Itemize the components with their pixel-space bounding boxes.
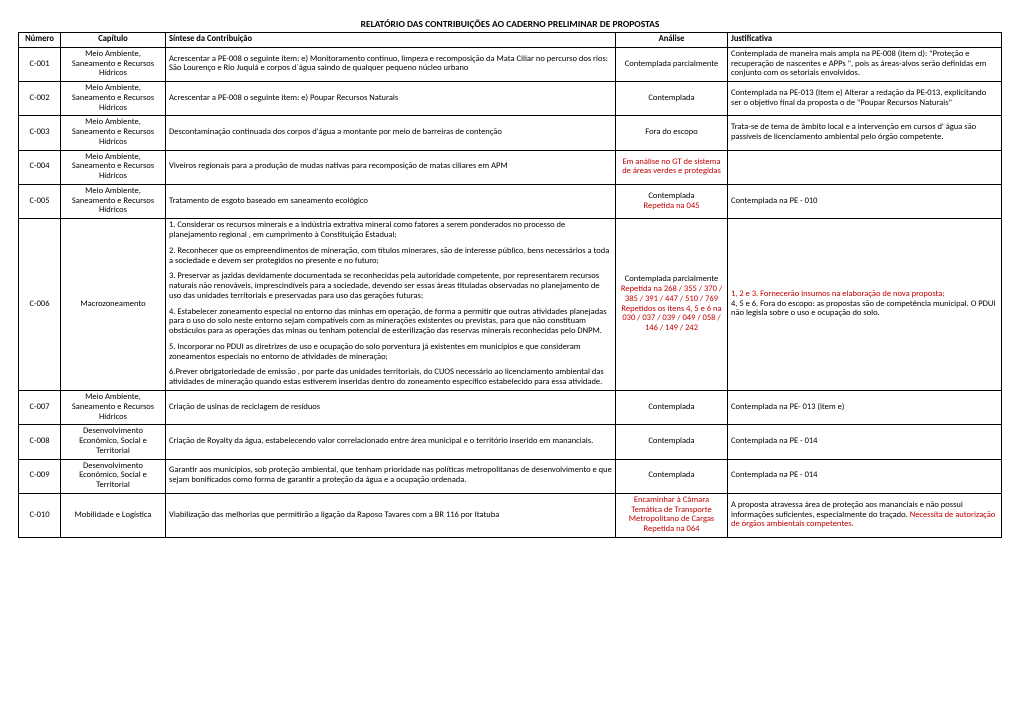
- cell-numero: C-004: [19, 150, 61, 184]
- table-row: C-007Meio Ambiente, Saneamento e Recurso…: [19, 390, 1002, 424]
- cell-numero: C-008: [19, 425, 61, 459]
- cell-analise: Fora do escopo: [616, 116, 728, 150]
- cell-analise: Em análise no GT de sistema de áreas ver…: [616, 150, 728, 184]
- cell-justificativa: Contemplada na PE - 014: [728, 425, 1002, 459]
- table-row: C-009Desenvolvimento Econômico, Social e…: [19, 459, 1002, 493]
- cell-capitulo: Meio Ambiente, Saneamento e Recursos Híd…: [61, 390, 166, 424]
- cell-analise: ContempladaRepetida na 045: [616, 184, 728, 218]
- cell-justificativa: Contemplada de maneira mais ampla na PE-…: [728, 47, 1002, 81]
- cell-justificativa: Contemplada na PE - 014: [728, 459, 1002, 493]
- cell-numero: C-001: [19, 47, 61, 81]
- cell-sintese: Viabilização das melhorias que permitirã…: [166, 493, 616, 537]
- cell-sintese: Garantir aos municípios, sob proteção am…: [166, 459, 616, 493]
- cell-capitulo: Meio Ambiente, Saneamento e Recursos Híd…: [61, 82, 166, 116]
- cell-sintese: Descontaminação continuada dos corpos d'…: [166, 116, 616, 150]
- col-header-analise: Análise: [616, 33, 728, 48]
- table-row: C-003Meio Ambiente, Saneamento e Recurso…: [19, 116, 1002, 150]
- cell-analise: Contemplada: [616, 82, 728, 116]
- cell-numero: C-009: [19, 459, 61, 493]
- cell-numero: C-006: [19, 219, 61, 391]
- cell-sintese: Tratamento de esgoto baseado em saneamen…: [166, 184, 616, 218]
- cell-capitulo: Desenvolvimento Econômico, Social e Terr…: [61, 425, 166, 459]
- col-header-numero: Número: [19, 33, 61, 48]
- cell-analise: Contemplada parcialmenteRepetida na 268 …: [616, 219, 728, 391]
- cell-capitulo: Meio Ambiente, Saneamento e Recursos Híd…: [61, 184, 166, 218]
- table-row: C-005Meio Ambiente, Saneamento e Recurso…: [19, 184, 1002, 218]
- cell-capitulo: Meio Ambiente, Saneamento e Recursos Híd…: [61, 116, 166, 150]
- cell-justificativa: Contemplada na PE - 010: [728, 184, 1002, 218]
- cell-justificativa: 1, 2 e 3. Fornecerão insumos na elaboraç…: [728, 219, 1002, 391]
- cell-analise: Contemplada: [616, 425, 728, 459]
- cell-sintese: Viveiros regionais para a produção de mu…: [166, 150, 616, 184]
- table-row: C-004Meio Ambiente, Saneamento e Recurso…: [19, 150, 1002, 184]
- cell-capitulo: Mobilidade e Logística: [61, 493, 166, 537]
- table-row: C-006Macrozoneamento1. Considerar os rec…: [19, 219, 1002, 391]
- table-row: C-002Meio Ambiente, Saneamento e Recurso…: [19, 82, 1002, 116]
- table-row: C-001Meio Ambiente, Saneamento e Recurso…: [19, 47, 1002, 81]
- cell-sintese: Criação de Royalty da água, estabelecend…: [166, 425, 616, 459]
- cell-numero: C-007: [19, 390, 61, 424]
- table-header-row: Número Capítulo Síntese da Contribuição …: [19, 33, 1002, 48]
- cell-analise: Encaminhar à Câmara Temática de Transpor…: [616, 493, 728, 537]
- cell-justificativa: Contemplada na PE- 013 (item e): [728, 390, 1002, 424]
- cell-analise: Contemplada: [616, 390, 728, 424]
- cell-numero: C-005: [19, 184, 61, 218]
- contributions-table: Número Capítulo Síntese da Contribuição …: [18, 32, 1002, 538]
- cell-analise: Contemplada parcialmente: [616, 47, 728, 81]
- cell-sintese: Acrescentar a PE-008 o seguinte item: e)…: [166, 82, 616, 116]
- cell-capitulo: Macrozoneamento: [61, 219, 166, 391]
- cell-analise: Contemplada: [616, 459, 728, 493]
- cell-numero: C-010: [19, 493, 61, 537]
- cell-sintese: Acrescentar a PE-008 o seguinte item: e)…: [166, 47, 616, 81]
- cell-sintese: 1. Considerar os recursos minerais e a i…: [166, 219, 616, 391]
- cell-capitulo: Meio Ambiente, Saneamento e Recursos Híd…: [61, 47, 166, 81]
- cell-numero: C-003: [19, 116, 61, 150]
- cell-capitulo: Desenvolvimento Econômico, Social e Terr…: [61, 459, 166, 493]
- table-row: C-010Mobilidade e LogísticaViabilização …: [19, 493, 1002, 537]
- report-title: RELATÓRIO DAS CONTRIBUIÇÕES AO CADERNO P…: [18, 18, 1002, 30]
- cell-numero: C-002: [19, 82, 61, 116]
- cell-justificativa: Trata-se de tema de âmbito local e a int…: [728, 116, 1002, 150]
- col-header-capitulo: Capítulo: [61, 33, 166, 48]
- table-row: C-008Desenvolvimento Econômico, Social e…: [19, 425, 1002, 459]
- col-header-sintese: Síntese da Contribuição: [166, 33, 616, 48]
- cell-justificativa: [728, 150, 1002, 184]
- cell-sintese: Criação de usinas de reciclagem de resíd…: [166, 390, 616, 424]
- cell-justificativa: Contemplada na PE-013 (Item e) Alterar a…: [728, 82, 1002, 116]
- cell-capitulo: Meio Ambiente, Saneamento e Recursos Híd…: [61, 150, 166, 184]
- col-header-justificativa: Justificativa: [728, 33, 1002, 48]
- cell-justificativa: A proposta atravessa área de proteção ao…: [728, 493, 1002, 537]
